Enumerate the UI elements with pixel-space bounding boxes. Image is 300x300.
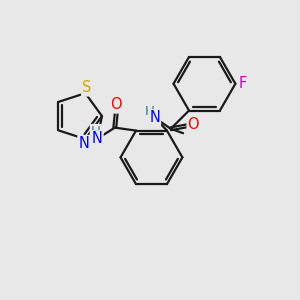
Text: H: H bbox=[91, 125, 100, 138]
Text: H: H bbox=[144, 105, 154, 118]
Text: N: N bbox=[78, 136, 89, 151]
Text: N: N bbox=[92, 131, 103, 146]
Text: O: O bbox=[188, 117, 199, 132]
Text: S: S bbox=[82, 80, 92, 95]
Text: O: O bbox=[110, 98, 122, 112]
Text: N: N bbox=[149, 110, 160, 125]
Text: F: F bbox=[238, 76, 247, 91]
